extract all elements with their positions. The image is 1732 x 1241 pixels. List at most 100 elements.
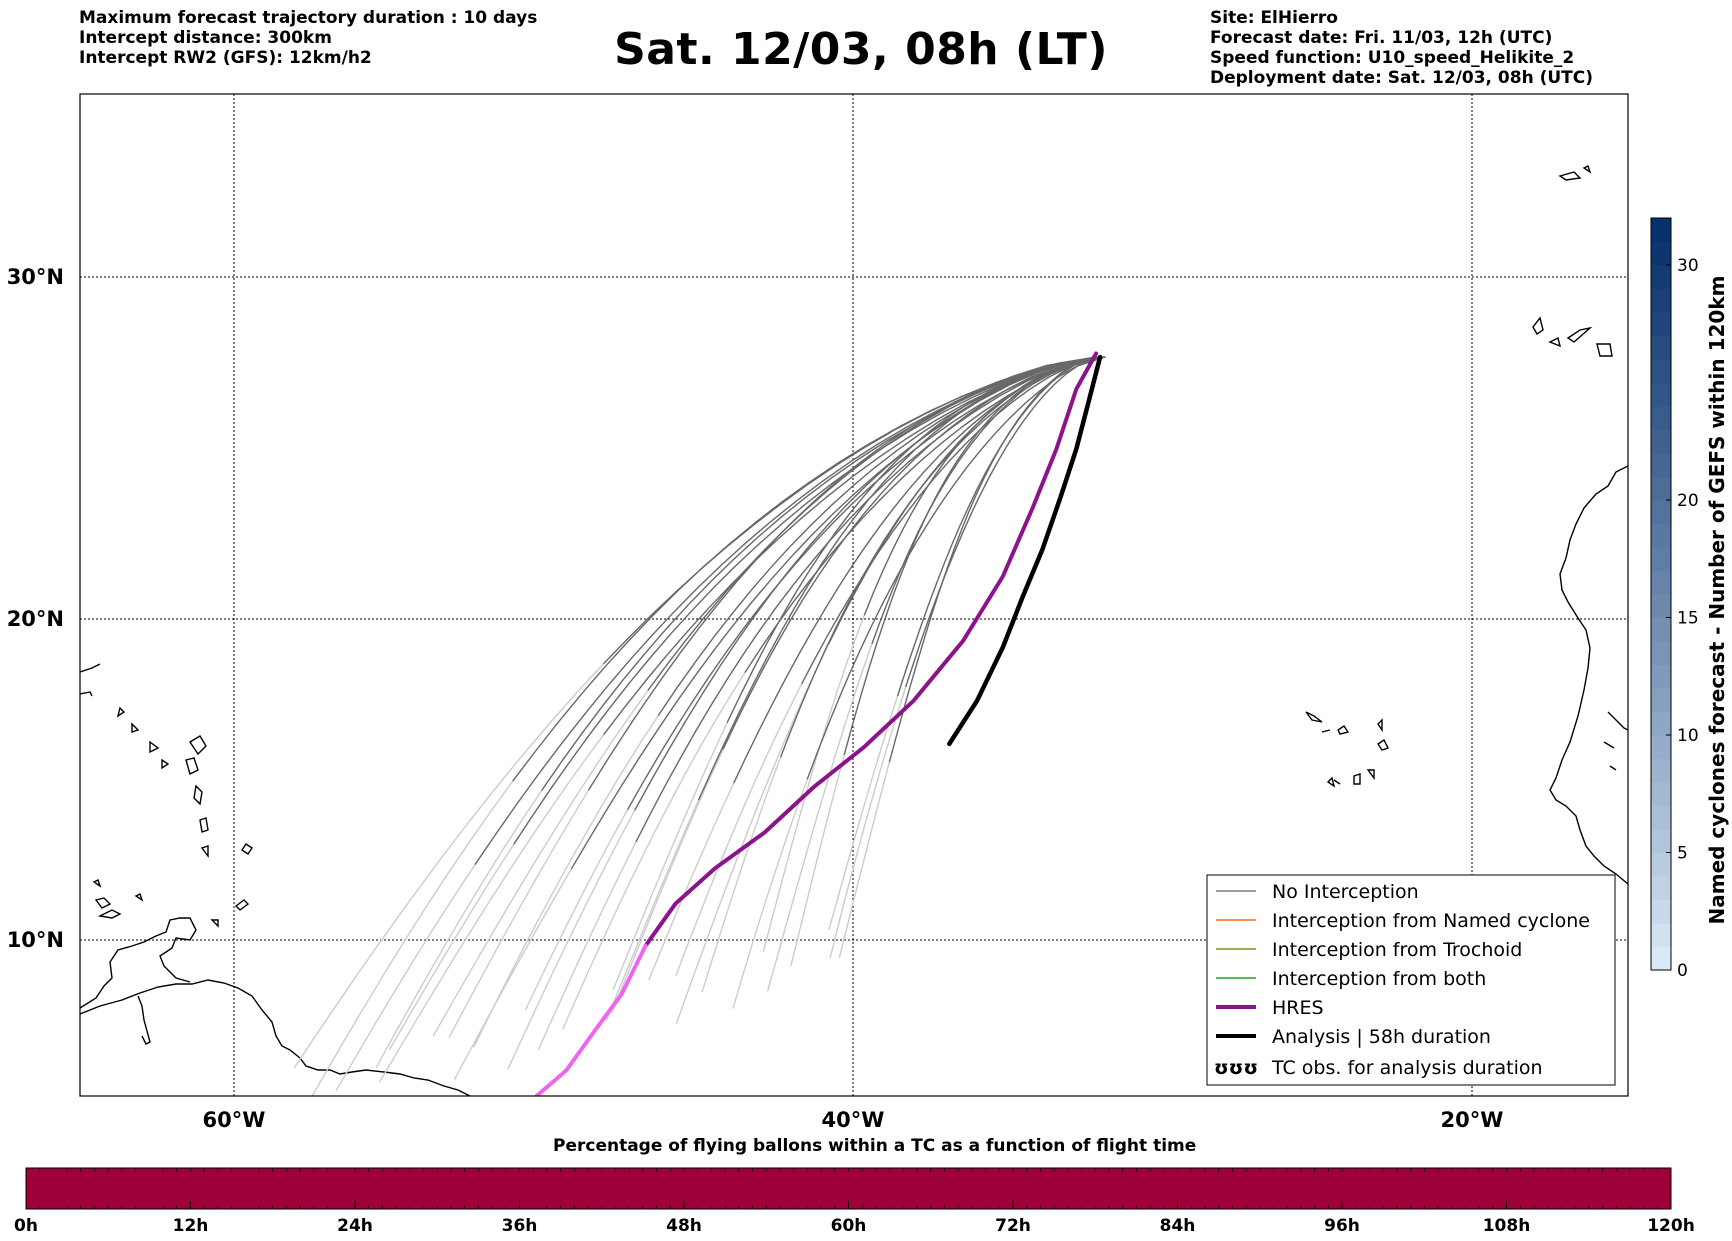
coast-south-america xyxy=(80,979,471,1096)
colorbar-cell xyxy=(1651,570,1671,595)
tc-symbol-icon: ʊʊʊ xyxy=(1214,1057,1258,1079)
ensemble-trajectory-recent xyxy=(897,356,1098,697)
colorbar-cell xyxy=(1651,406,1671,431)
ensemble-trajectory-recent xyxy=(512,356,1106,782)
ensemble-trajectory-recent xyxy=(806,356,1106,780)
coast-tobago xyxy=(210,919,219,928)
colorbar-cell xyxy=(1651,782,1671,807)
lat-label-30n: 30°N xyxy=(7,265,64,289)
coast-africa xyxy=(1549,465,1628,885)
latitude-labels: 30°N 20°N 10°N xyxy=(7,265,64,952)
cyclone-count-colorbar: 0 5 10 15 20 30 Named cyclones forecast - Num… xyxy=(1650,217,1729,981)
colorbar-cell xyxy=(1651,664,1671,689)
colorbar-cell xyxy=(1651,852,1671,877)
bar-minor-ticks xyxy=(39,1168,1658,1209)
ensemble-trajectory-recent xyxy=(722,356,1100,750)
analysis-trajectory xyxy=(947,354,1103,747)
bar-tick-label: 72h xyxy=(995,1216,1031,1236)
ensemble-trajectory-late xyxy=(675,682,803,977)
legend-label: HRES xyxy=(1272,997,1324,1019)
coast-canaries xyxy=(1532,316,1613,357)
bar-tick-label: 120h xyxy=(1647,1216,1695,1236)
colorbar-cell xyxy=(1651,335,1671,360)
bar-tick-label: 108h xyxy=(1483,1216,1531,1236)
colorbar-frame xyxy=(1650,217,1672,971)
header-forecast-date: Forecast date: Fri. 11/03, 12h (UTC) xyxy=(1210,28,1553,48)
colorbar-tick-label: 5 xyxy=(1677,844,1688,864)
legend-label: No Interception xyxy=(1272,881,1419,903)
ensemble-trajectory-recent xyxy=(657,356,1105,716)
colorbar-cell xyxy=(1651,688,1671,713)
legend-item-hres: HRES xyxy=(1216,997,1324,1019)
ensemble-trajectory-recent xyxy=(905,356,1102,688)
lon-label-60w: 60°W xyxy=(203,1108,266,1132)
colorbar-cell xyxy=(1651,453,1671,478)
colorbar-cell xyxy=(1651,946,1671,971)
ensemble-trajectory-late xyxy=(790,753,846,967)
header-site: Site: ElHierro xyxy=(1210,8,1338,28)
bar-tick-label: 24h xyxy=(337,1216,373,1236)
colorbar-label: Named cyclones forecast - Number of GEFS… xyxy=(1705,276,1729,925)
colorbar-tick-label: 0 xyxy=(1677,961,1688,981)
ensemble-trajectory-recent xyxy=(603,356,1100,735)
ensemble-trajectory-late xyxy=(606,798,700,1021)
ensemble-trajectory-late xyxy=(828,694,899,930)
colorbar-ticks: 0 5 10 15 20 30 xyxy=(1666,256,1699,981)
colorbar-cell xyxy=(1651,735,1671,760)
hres-trajectory-late xyxy=(534,943,648,1096)
ensemble-trajectory-late xyxy=(432,689,649,1037)
coast-madeira xyxy=(1558,165,1592,181)
coast-antilles-3 xyxy=(193,784,203,806)
colorbar-tick-label: 30 xyxy=(1677,256,1699,276)
ensemble-trajectory-late xyxy=(507,809,636,1070)
ensemble-trajectory-late xyxy=(293,662,605,1069)
legend-item-analysis: Analysis | 58h duration xyxy=(1216,1026,1491,1048)
map-legend: No Interception Interception from Named … xyxy=(1206,874,1616,1086)
colorbar-cell xyxy=(1651,829,1671,854)
bar-tick-label: 48h xyxy=(666,1216,702,1236)
ensemble-trajectory-recent xyxy=(726,356,1097,723)
colorbar-cell xyxy=(1651,594,1671,619)
ensemble-trajectory-late xyxy=(611,748,724,1014)
colorbar-cell xyxy=(1651,876,1671,901)
ensemble-trajectory-late xyxy=(311,780,514,1096)
coast-lesser-1 xyxy=(234,899,250,911)
lon-label-40w: 40°W xyxy=(822,1108,885,1132)
ensemble-trajectory-late xyxy=(732,778,809,1009)
coast-antilles-2 xyxy=(185,757,199,776)
colorbar-cell xyxy=(1651,805,1671,830)
legend-label: Interception from both xyxy=(1272,968,1486,990)
main-trajectories xyxy=(534,351,1103,1096)
ensemble-trajectory-late xyxy=(538,840,637,1050)
ensemble-trajectory-late xyxy=(525,808,629,1010)
ensemble-trajectory-recent xyxy=(647,356,1096,691)
ensemble-trajectory-recent xyxy=(541,356,1106,791)
colorbar-cell xyxy=(1651,382,1671,407)
legend-item-no-interception: No Interception xyxy=(1216,881,1419,903)
colorbar-tick-label: 20 xyxy=(1677,491,1699,511)
ensemble-trajectory-late xyxy=(335,863,476,1092)
ensemble-trajectory-recent xyxy=(843,356,1099,755)
header-right-info: Site: ElHierro Forecast date: Fri. 11/03… xyxy=(1210,8,1593,88)
ensemble-trajectory-recent xyxy=(801,356,1105,684)
coast-antilles-1 xyxy=(189,735,207,756)
coast-hispaniola xyxy=(80,663,101,697)
ensemble-trajectory-late xyxy=(838,761,891,959)
flight-time-bar-title: Percentage of flying ballons within a TC… xyxy=(553,1136,1197,1156)
legend-label: TC obs. for analysis duration xyxy=(1271,1057,1543,1079)
ensemble-trajectory-late xyxy=(829,685,907,959)
legend-box xyxy=(1206,874,1616,1086)
ensemble-trajectory-late xyxy=(762,614,866,952)
coast-antilles-5 xyxy=(200,845,209,859)
ensemble-trajectory-late xyxy=(453,868,573,1080)
coast-trinidad xyxy=(137,995,151,1045)
legend-item-both: Interception from both xyxy=(1216,968,1486,990)
ensemble-trajectories-recent xyxy=(474,356,1106,870)
header-intercept-distance: Intercept distance: 300km xyxy=(79,28,332,48)
header-deployment-date: Deployment date: Sat. 12/03, 08h (UTC) xyxy=(1210,68,1594,88)
ensemble-trajectory-late xyxy=(448,789,590,1039)
flight-time-colorbar: 0h 12h 24h 36h 48h 60h 72h 84h 96h 108h 120h xyxy=(14,1167,1695,1236)
colorbar-cell xyxy=(1651,265,1671,290)
colorbar-cell xyxy=(1651,500,1671,525)
